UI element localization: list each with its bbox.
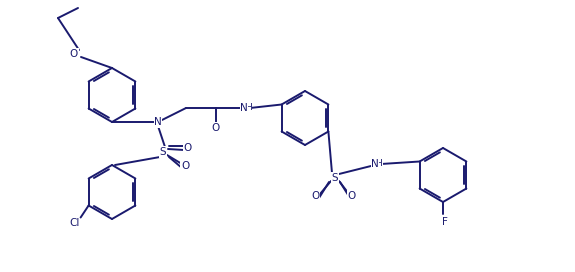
Text: S: S	[160, 147, 166, 157]
Text: N: N	[240, 103, 248, 113]
Text: Cl: Cl	[70, 218, 80, 228]
Text: O: O	[184, 143, 192, 153]
Text: H: H	[375, 159, 382, 168]
Text: N: N	[371, 159, 379, 169]
Text: O: O	[181, 161, 189, 171]
Text: S: S	[332, 173, 338, 183]
Text: N: N	[154, 117, 162, 127]
Text: O: O	[311, 191, 319, 201]
Text: F: F	[442, 217, 448, 227]
Text: O: O	[70, 49, 78, 59]
Text: O: O	[348, 191, 356, 201]
Text: H: H	[244, 103, 251, 112]
Text: O: O	[212, 123, 220, 133]
